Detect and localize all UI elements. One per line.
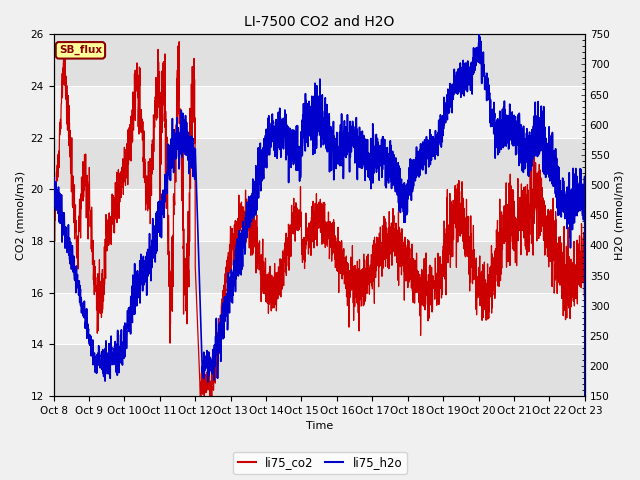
li75_co2 [514, 218, 522, 224]
Legend: li75_co2, li75_h2o: li75_co2, li75_h2o [233, 452, 407, 474]
Title: LI-7500 CO2 and H2O: LI-7500 CO2 and H2O [244, 15, 394, 29]
li75_h2o [513, 137, 521, 143]
li75_h2o [476, 32, 483, 37]
X-axis label: Time: Time [305, 421, 333, 432]
li75_co2 [254, 252, 262, 257]
li75_h2o [110, 349, 118, 355]
Text: SB_flux: SB_flux [59, 45, 102, 56]
li75_co2 [581, 393, 589, 399]
li75_co2 [196, 393, 204, 399]
Bar [54, 138, 585, 190]
Line: li75_h2o: li75_h2o [54, 35, 585, 396]
Y-axis label: H2O (mmol/m3): H2O (mmol/m3) [615, 170, 625, 260]
li75_h2o [276, 115, 284, 120]
li75_co2 [142, 207, 150, 213]
li75_h2o [50, 197, 58, 203]
Bar [54, 241, 585, 293]
li75_co2 [50, 247, 58, 252]
li75_co2 [277, 272, 285, 277]
li75_co2 [110, 195, 118, 201]
li75_h2o [253, 194, 261, 200]
Bar [54, 35, 585, 86]
Bar [54, 86, 585, 138]
li75_co2 [175, 39, 183, 45]
li75_h2o [142, 275, 150, 281]
li75_h2o [571, 203, 579, 209]
Line: li75_co2: li75_co2 [54, 42, 585, 396]
Y-axis label: CO2 (mmol/m3): CO2 (mmol/m3) [15, 171, 25, 260]
li75_h2o [581, 393, 589, 399]
li75_co2 [571, 282, 579, 288]
Bar [54, 293, 585, 345]
Bar [54, 190, 585, 241]
Bar [54, 345, 585, 396]
